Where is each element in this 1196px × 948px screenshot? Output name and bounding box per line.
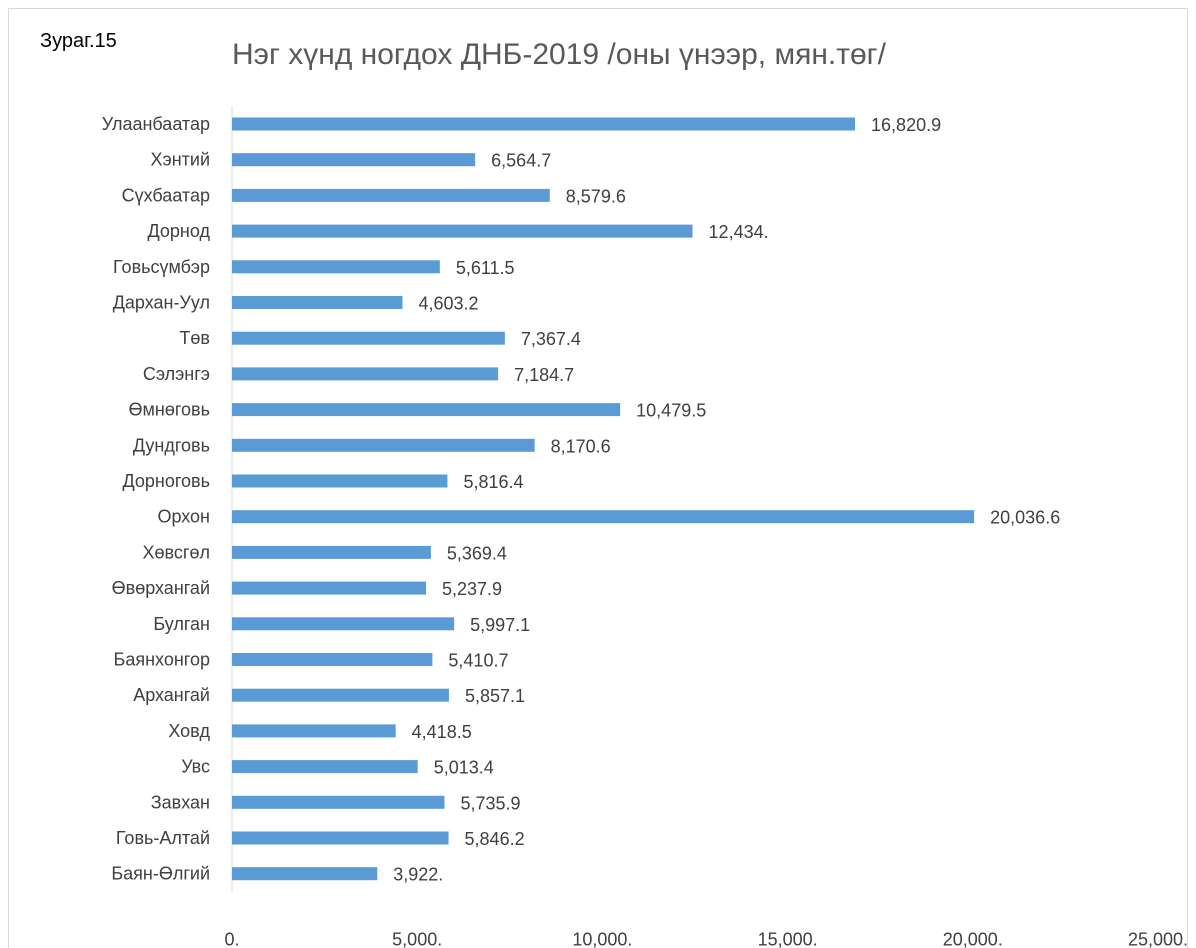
category-label: Хэнтий — [151, 150, 210, 170]
value-label: 6,564.7 — [491, 151, 551, 171]
bar — [232, 653, 433, 666]
bar — [232, 117, 856, 131]
value-label: 8,170.6 — [551, 436, 611, 456]
value-label: 10,479.5 — [636, 401, 706, 421]
category-label: Увс — [181, 757, 210, 777]
bar — [232, 581, 427, 595]
category-label: Ховд — [168, 721, 210, 741]
value-label: 4,418.5 — [412, 722, 472, 742]
category-label: Сүхбаатар — [122, 185, 210, 205]
bar — [232, 795, 445, 809]
category-label: Улаанбаатар — [102, 114, 210, 134]
x-tick-label: 25,000. — [1128, 930, 1188, 948]
value-label: 16,820.9 — [871, 115, 941, 135]
bar — [232, 260, 440, 274]
value-label: 7,367.4 — [521, 329, 581, 349]
value-label: 7,184.7 — [514, 365, 574, 385]
value-label: 4,603.2 — [419, 294, 479, 314]
x-tick-label: 10,000. — [572, 930, 632, 948]
value-label: 5,369.4 — [447, 543, 507, 563]
bar — [232, 867, 378, 881]
chart-title: Нэг хүнд ногдох ДНБ-2019 /оны үнээр, мян… — [232, 38, 886, 71]
bar — [232, 403, 621, 417]
bar — [232, 688, 449, 702]
value-label: 8,579.6 — [566, 186, 626, 206]
x-tick-label: 0. — [224, 930, 239, 948]
bar — [232, 510, 975, 524]
x-tick-label: 20,000. — [943, 930, 1003, 948]
bar — [232, 153, 476, 167]
category-label: Дорнод — [148, 221, 211, 241]
value-label: 3,922. — [393, 865, 443, 885]
category-label: Говьсүмбэр — [113, 257, 210, 277]
value-label: 5,410.7 — [448, 651, 508, 671]
bar — [232, 724, 396, 738]
bar — [232, 331, 505, 345]
value-label: 5,857.1 — [465, 686, 525, 706]
x-tick-label: 15,000. — [758, 930, 818, 948]
bar — [232, 545, 431, 559]
category-label: Сэлэнгэ — [143, 364, 210, 384]
value-label: 5,846.2 — [465, 829, 525, 849]
bar — [232, 224, 693, 238]
value-label: 5,735.9 — [460, 793, 520, 813]
value-label: 20,036.6 — [990, 508, 1060, 528]
category-label: Баянхонгор — [114, 650, 210, 670]
category-label: Дорноговь — [123, 471, 211, 491]
category-label: Дархан-Уул — [113, 293, 210, 313]
category-label: Архангай — [133, 685, 210, 705]
bar — [232, 760, 418, 774]
category-label: Өвөрхангай — [112, 578, 210, 598]
category-label: Булган — [153, 614, 210, 634]
bar — [232, 188, 550, 202]
chart-frame — [8, 8, 1188, 948]
bar — [232, 617, 455, 631]
category-label: Баян-Өлгий — [111, 864, 210, 884]
bar — [232, 296, 403, 309]
value-label: 5,997.1 — [470, 615, 530, 635]
figure-label: Зураг.15 — [40, 30, 117, 52]
category-label: Завхан — [151, 792, 210, 812]
category-label: Орхон — [157, 507, 210, 527]
category-label: Хөвсгөл — [143, 542, 210, 562]
bar — [232, 367, 499, 381]
x-tick-label: 5,000. — [392, 930, 442, 948]
category-label: Дундговь — [133, 435, 210, 455]
value-label: 5,816.4 — [463, 472, 523, 492]
bar — [232, 474, 448, 488]
category-label: Говь-Алтай — [116, 828, 210, 848]
value-label: 5,013.4 — [434, 758, 494, 778]
category-label: Өмнөговь — [129, 400, 210, 420]
category-label: Төв — [179, 328, 210, 348]
bar — [232, 438, 535, 452]
value-label: 12,434. — [709, 222, 769, 242]
bar — [232, 831, 449, 845]
value-label: 5,237.9 — [442, 579, 502, 599]
value-label: 5,611.5 — [456, 258, 515, 278]
